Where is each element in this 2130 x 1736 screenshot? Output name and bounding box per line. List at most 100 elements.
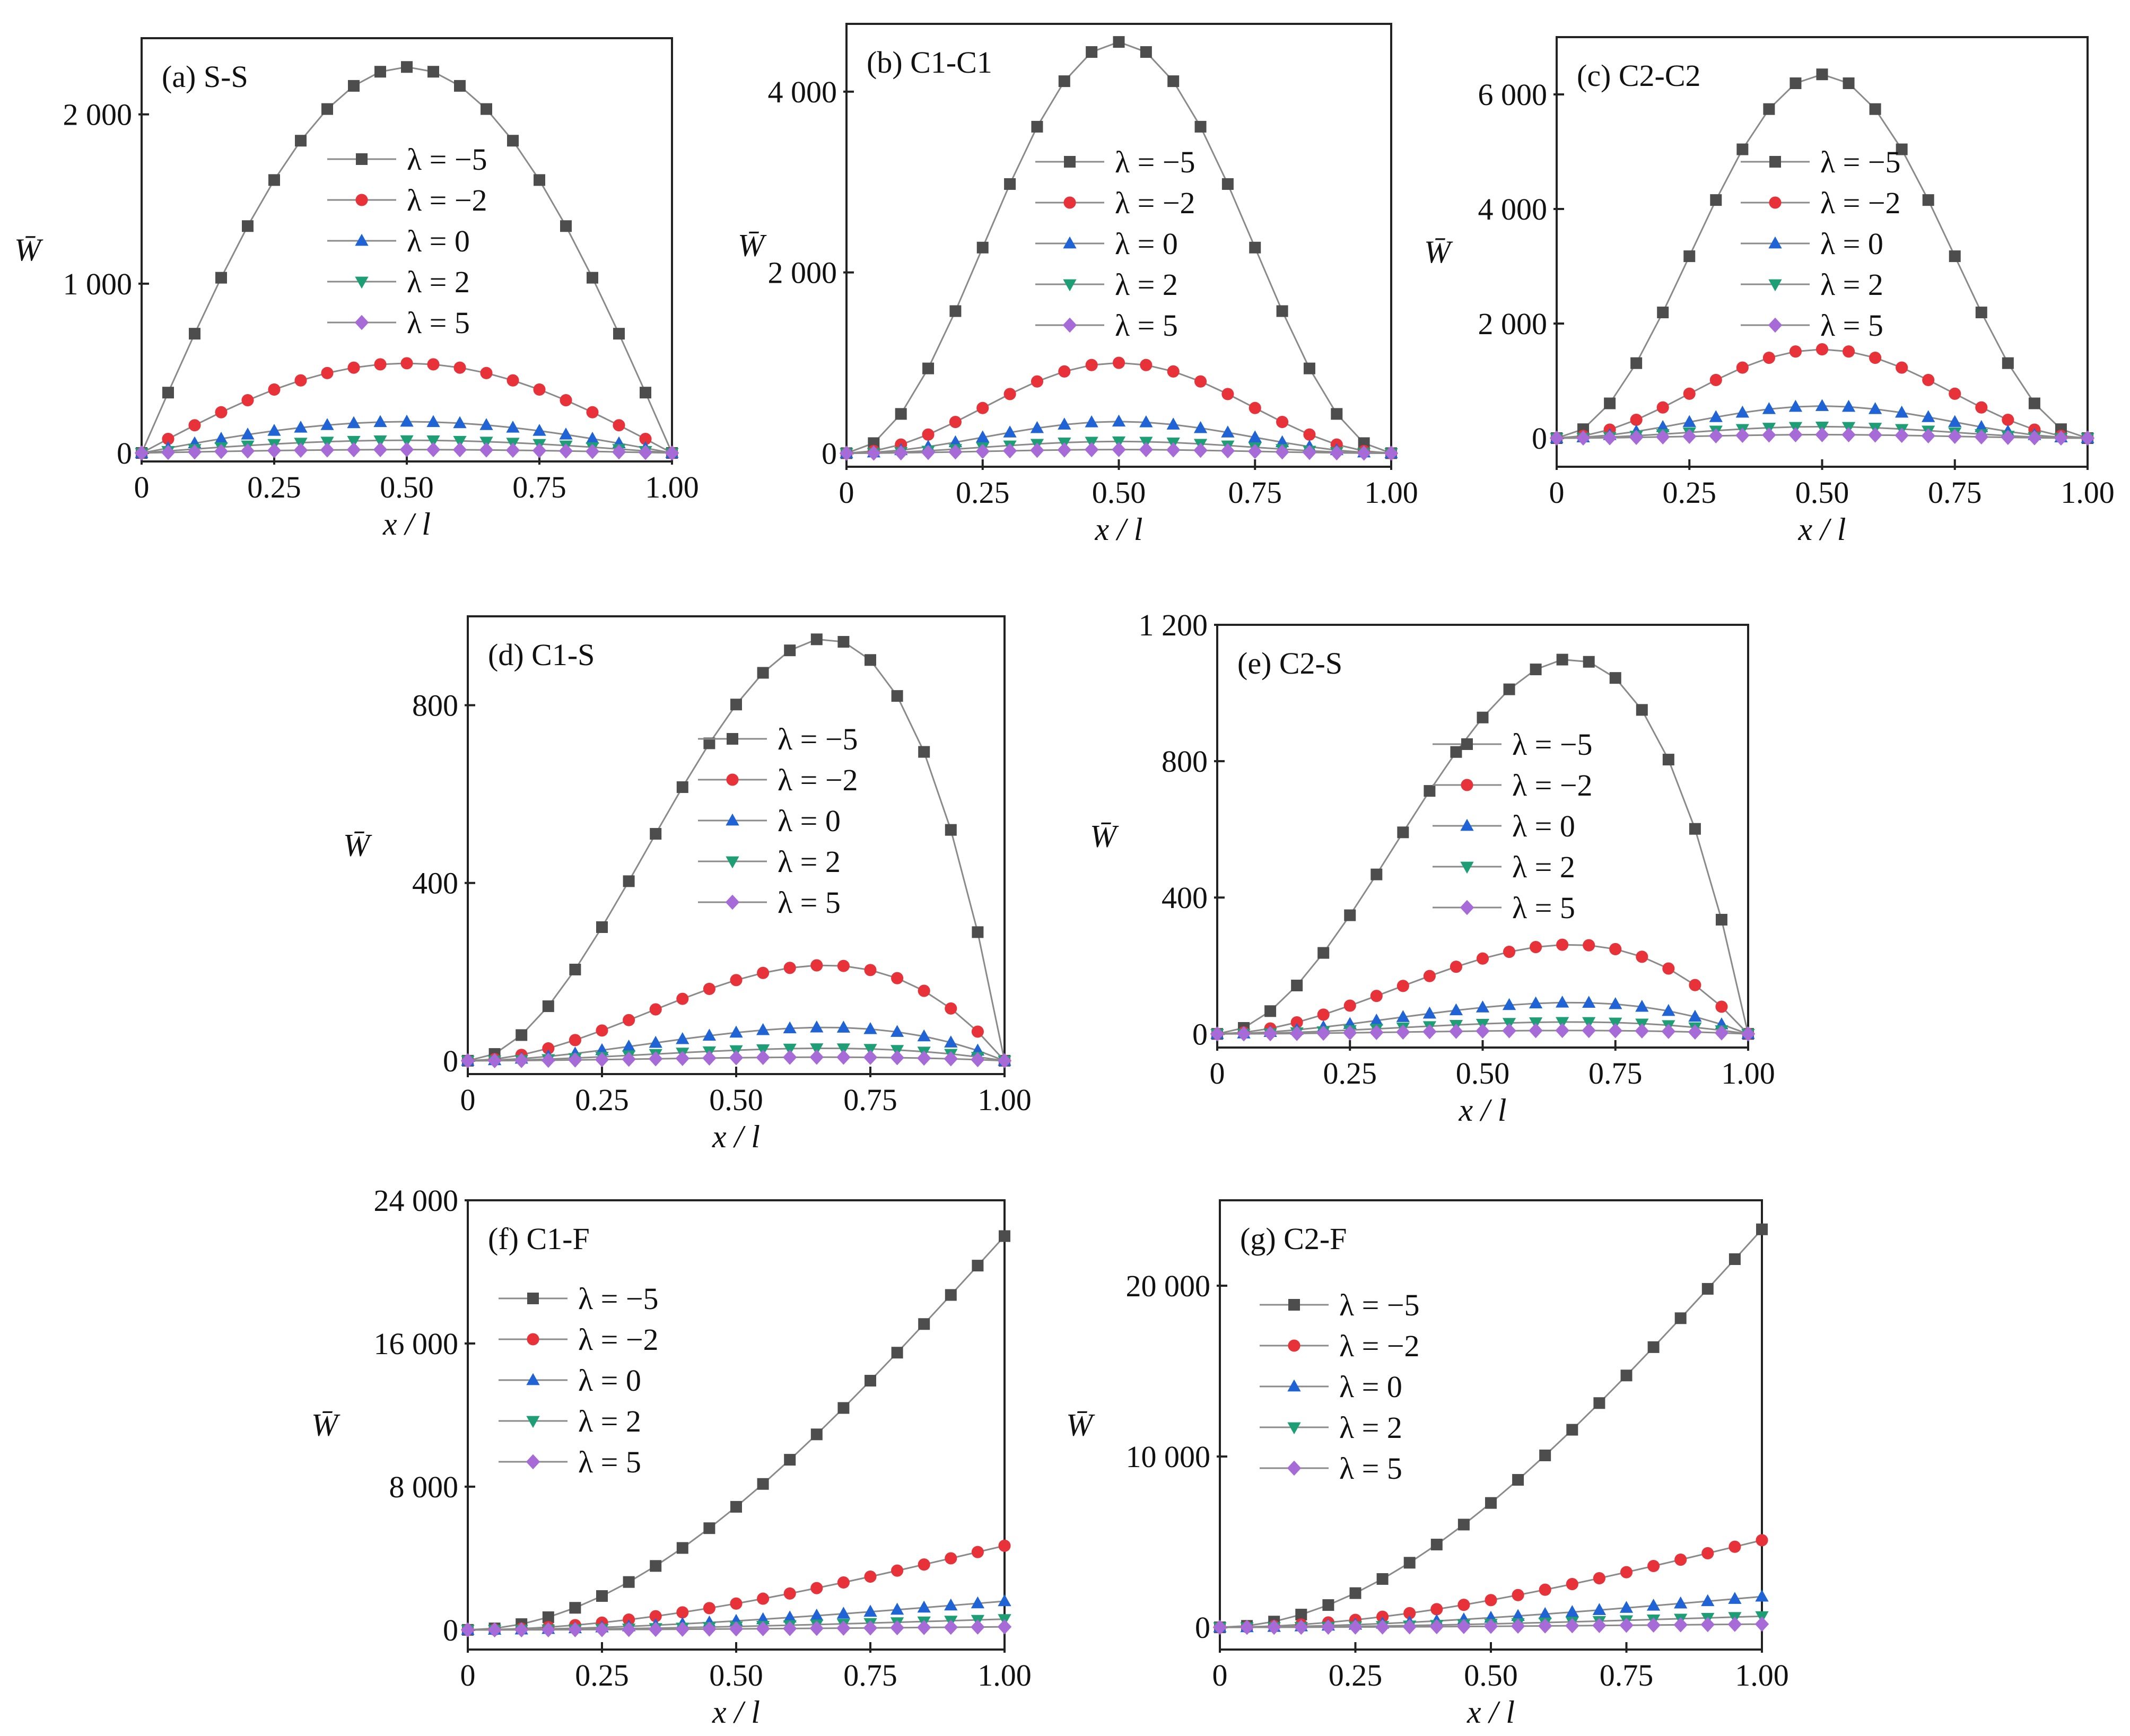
legend-item-lambda_m5: λ = −5: [1741, 145, 1901, 179]
data-point: [560, 394, 572, 407]
data-point: [1948, 415, 1962, 428]
data-point: [809, 1620, 824, 1636]
data-point: [1843, 77, 1855, 89]
series-lambda_5: [460, 1619, 1012, 1638]
data-point: [702, 1028, 717, 1041]
data-point: [1592, 1603, 1607, 1615]
data-point: [1502, 1023, 1516, 1039]
data-point: [507, 135, 519, 147]
data-point: [532, 424, 546, 436]
data-point: [1682, 429, 1697, 444]
data-point: [1682, 415, 1696, 428]
data-point: [1647, 1559, 1660, 1573]
data-point: [1715, 913, 1727, 926]
data-point: [1647, 1341, 1660, 1353]
legend-item-lambda_5: λ = 5: [499, 1445, 641, 1479]
legend-label: λ = −5: [1820, 145, 1901, 179]
data-point: [703, 1522, 715, 1534]
data-point: [756, 1050, 770, 1066]
y-tick-label: 400: [412, 866, 458, 901]
legend-item-lambda_2: λ = 2: [1260, 1410, 1402, 1445]
data-point: [1593, 1572, 1605, 1585]
data-point: [756, 1023, 770, 1035]
legend-label: λ = 5: [1512, 891, 1575, 925]
data-point: [784, 1454, 796, 1466]
data-point: [1239, 1619, 1254, 1635]
data-point: [1636, 950, 1648, 963]
x-tick-label: 1.00: [1735, 1658, 1789, 1693]
legend-item-lambda_0: λ = 0: [499, 1363, 641, 1398]
series-lambda_m5: [841, 36, 1397, 459]
legend-marker: [355, 276, 369, 289]
legend: λ = −5 λ = −2 λ = 0 λ = 2 λ = 5: [1741, 145, 1901, 343]
series-lambda_5: [1549, 427, 2095, 446]
x-axis-title: x / l: [712, 1695, 760, 1730]
legend-marker: [355, 233, 369, 246]
data-point: [675, 1621, 689, 1637]
legend-marker: [1460, 818, 1474, 831]
data-point: [1565, 1618, 1579, 1634]
data-point: [1896, 361, 1908, 374]
legend-marker: [356, 153, 368, 165]
data-point: [1457, 1599, 1470, 1611]
legend-item-lambda_5: λ = 5: [327, 306, 470, 340]
series-lambda_m2: [1214, 1534, 1768, 1634]
data-point: [703, 737, 715, 749]
data-point: [783, 962, 796, 974]
data-point: [730, 699, 742, 711]
data-point: [1477, 711, 1489, 723]
data-point: [1321, 1619, 1335, 1635]
y-tick-label: 0: [117, 436, 132, 470]
data-point: [1657, 307, 1669, 319]
data-point: [1646, 1599, 1661, 1611]
chart-panel-a: 0 0.25 0.50 0.75 1.00 0 1 000 2 000 x / l W̄ (a) S…: [14, 37, 699, 542]
data-point: [975, 443, 990, 459]
data-point: [1057, 442, 1071, 458]
data-point: [1512, 1474, 1524, 1486]
series-lambda_m5: [462, 1230, 1010, 1636]
data-point: [1661, 1024, 1676, 1039]
legend-label: λ = −2: [1820, 186, 1901, 220]
data-point: [810, 1043, 824, 1055]
data-point: [1449, 1003, 1463, 1016]
data-point: [949, 416, 962, 429]
data-point: [783, 1050, 797, 1065]
x-tick-label: 0.75: [843, 1083, 897, 1117]
data-point: [1221, 178, 1234, 190]
x-axis-title: x / l: [1466, 1695, 1515, 1730]
data-point: [1194, 375, 1207, 388]
legend-marker: [526, 1454, 540, 1470]
data-point: [922, 428, 935, 441]
data-point: [1002, 443, 1017, 459]
data-point: [918, 746, 930, 758]
x-tick-label: 0.50: [1795, 475, 1849, 510]
data-point: [1249, 241, 1261, 254]
data-point: [187, 444, 202, 460]
data-point: [1031, 120, 1043, 133]
legend-item-lambda_0: λ = 0: [698, 804, 841, 838]
data-point: [1922, 410, 1935, 422]
legend-item-lambda_0: λ = 0: [327, 224, 470, 258]
data-point: [1276, 416, 1289, 429]
data-point: [1673, 1617, 1688, 1633]
x-axis-title: x / l: [712, 1119, 760, 1154]
data-point: [2080, 430, 2095, 446]
data-point: [837, 959, 850, 972]
data-point: [1430, 1539, 1443, 1551]
data-point: [514, 1622, 529, 1638]
data-point: [649, 1610, 662, 1622]
data-point: [1449, 1024, 1463, 1039]
data-point: [917, 1029, 931, 1042]
data-point: [895, 408, 907, 420]
data-point: [568, 1052, 582, 1068]
data-point: [623, 875, 635, 887]
data-point: [1869, 103, 1881, 115]
legend-marker: [1461, 779, 1473, 791]
y-axis-title: W̄: [14, 232, 43, 267]
legend-marker: [1769, 156, 1781, 168]
data-point: [1512, 1589, 1524, 1601]
data-point: [1369, 1013, 1383, 1026]
legend-label: λ = −2: [778, 763, 858, 797]
data-point: [1511, 1618, 1525, 1634]
data-point: [839, 446, 854, 461]
